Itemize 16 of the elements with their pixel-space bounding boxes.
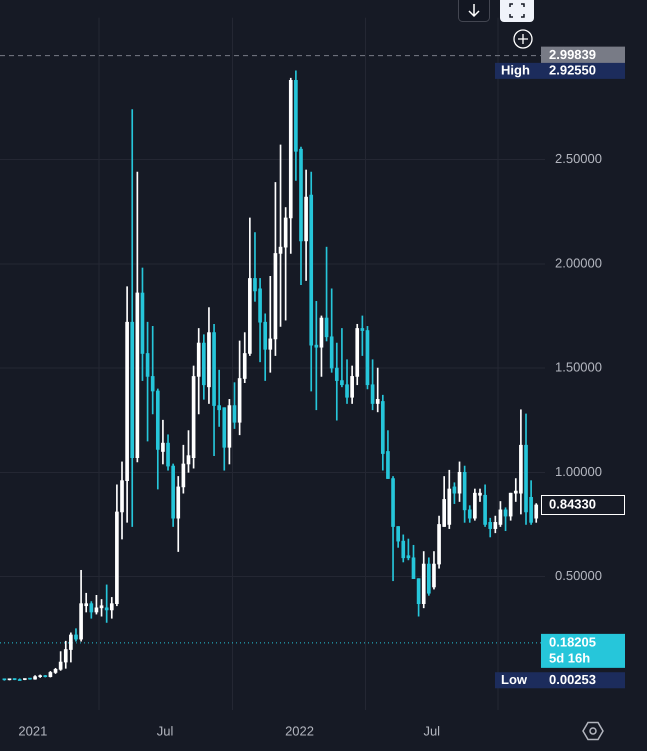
y-tick-label: 1.50000: [555, 360, 602, 375]
annotation: Low: [501, 672, 528, 687]
annotation: 0.84330: [549, 496, 596, 512]
x-tick-label: 2022: [285, 723, 314, 738]
ref-line-label: 2.99839: [549, 47, 596, 62]
x-tick-label: 2021: [18, 723, 48, 738]
y-tick-label: 2.00000: [555, 255, 602, 270]
x-tick-label: Jul: [156, 723, 174, 738]
text: 2.92550: [549, 62, 596, 78]
text: 0.00253: [549, 672, 596, 687]
annotation: High: [501, 62, 530, 78]
y-tick-label: 2.50000: [555, 151, 602, 166]
ref-line-label: 0.18205 5d 16h: [549, 634, 596, 666]
x-tick-label: Jul: [423, 723, 440, 738]
y-tick-label: 0.50000: [555, 568, 602, 584]
y-tick-label: 1.00000: [555, 464, 602, 479]
